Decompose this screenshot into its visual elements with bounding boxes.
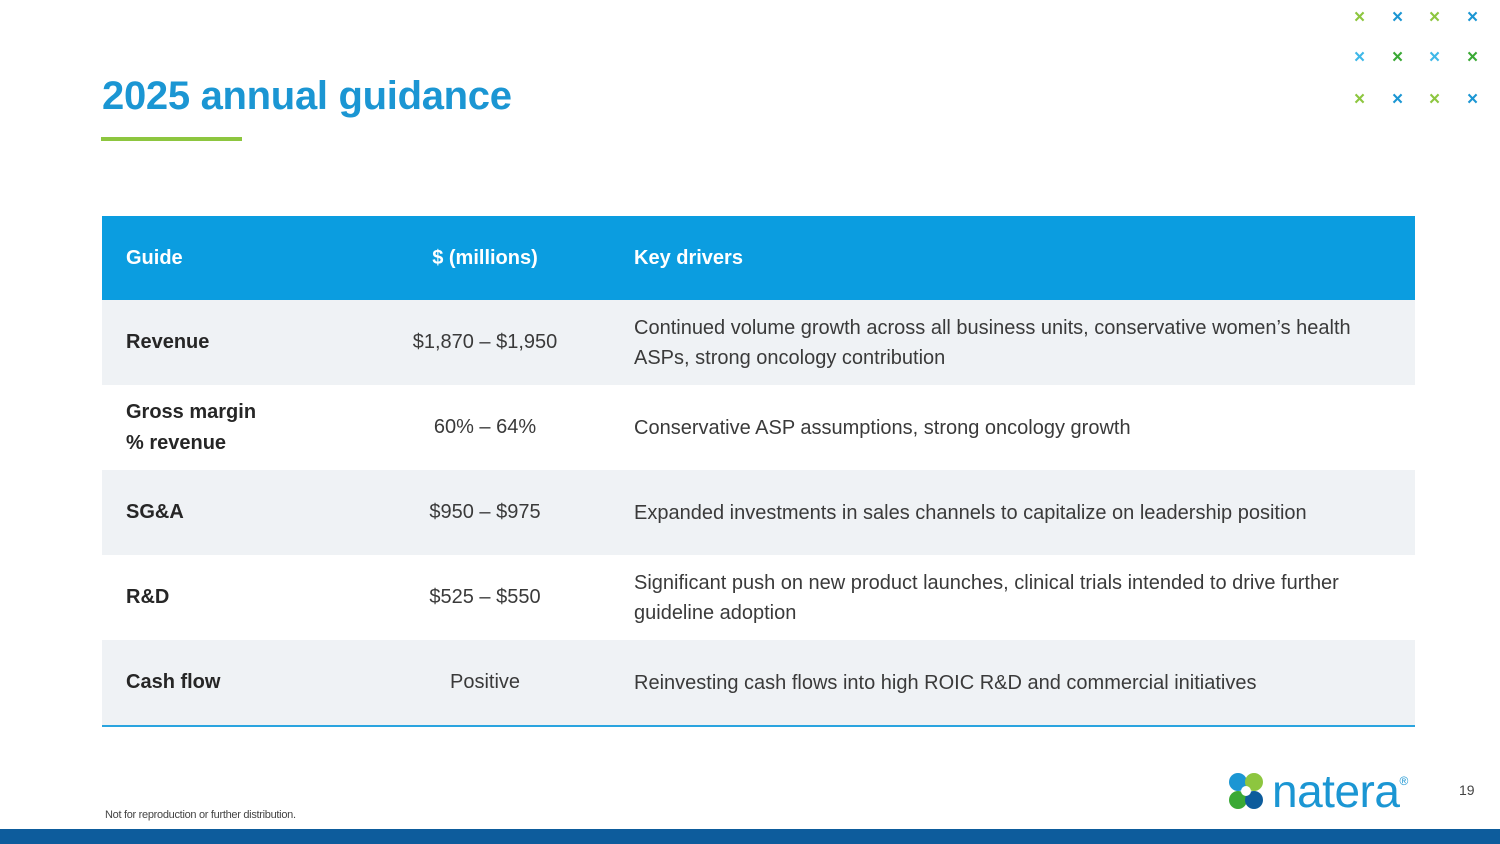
- table-header: Guide $ (millions) Key drivers: [102, 216, 1415, 300]
- page-number: 19: [1459, 782, 1475, 798]
- x-mark-icon: ×: [1467, 7, 1479, 28]
- slide-title: 2025 annual guidance: [102, 74, 512, 118]
- x-mark-icon: ×: [1354, 47, 1366, 68]
- x-mark-icon: ×: [1354, 7, 1366, 28]
- title-underline: [101, 137, 242, 141]
- row-drivers: Reinvesting cash flows into high ROIC R&…: [634, 671, 1257, 694]
- row-value: Positive: [449, 671, 521, 693]
- natera-logo: natera ®: [1226, 768, 1408, 814]
- x-mark-icon: ×: [1354, 89, 1366, 110]
- row-value: $1,870 – $1,950: [412, 331, 558, 353]
- bottom-bar: [0, 829, 1500, 844]
- guidance-table: Guide $ (millions) Key drivers Revenue $…: [102, 216, 1415, 727]
- x-mark-icon: ×: [1392, 89, 1404, 110]
- table-row: SG&A $950 – $975 Expanded investments in…: [102, 470, 1415, 555]
- logo-wordmark: natera: [1272, 765, 1400, 817]
- row-guide: R&D: [126, 586, 170, 608]
- header-value: $ (millions): [432, 246, 538, 269]
- row-guide: Gross margin % revenue: [126, 400, 257, 454]
- row-drivers: Conservative ASP assumptions, strong onc…: [634, 416, 1131, 439]
- header-guide: Guide: [126, 246, 183, 269]
- x-mark-icon: ×: [1392, 7, 1404, 28]
- row-value: $950 – $975: [429, 501, 541, 523]
- row-drivers: Continued volume growth across all busin…: [634, 316, 1351, 369]
- row-drivers: Expanded investments in sales channels t…: [634, 501, 1307, 524]
- row-guide: SG&A: [126, 501, 184, 523]
- logo-registered-mark: ®: [1399, 774, 1409, 788]
- header-drivers: Key drivers: [634, 247, 743, 269]
- table-row: Cash flow Positive Reinvesting cash flow…: [102, 640, 1415, 725]
- table-row: R&D $525 – $550 Significant push on new …: [102, 555, 1415, 640]
- x-mark-icon: ×: [1429, 89, 1441, 110]
- row-drivers: Significant push on new product launches…: [634, 571, 1339, 624]
- x-mark-icon: ×: [1429, 47, 1441, 68]
- row-guide: Revenue: [126, 331, 210, 353]
- natera-logo-icon: [1229, 773, 1263, 809]
- x-mark-icon: ×: [1467, 89, 1479, 110]
- footnote: Not for reproduction or further distribu…: [105, 809, 296, 821]
- x-mark-icon: ×: [1429, 7, 1441, 28]
- x-mark-icon: ×: [1467, 47, 1479, 68]
- decorative-x-grid: × × × × × × × × × × × ×: [1354, 8, 1494, 118]
- table-row: Revenue $1,870 – $1,950 Continued volume…: [102, 300, 1415, 385]
- row-guide: Cash flow: [126, 671, 221, 693]
- row-value: $525 – $550: [429, 586, 541, 608]
- x-mark-icon: ×: [1392, 47, 1404, 68]
- table-bottom-rule: [102, 725, 1415, 727]
- table-row: Gross margin % revenue 60% – 64% Conserv…: [102, 385, 1415, 470]
- row-value: 60% – 64%: [433, 416, 537, 438]
